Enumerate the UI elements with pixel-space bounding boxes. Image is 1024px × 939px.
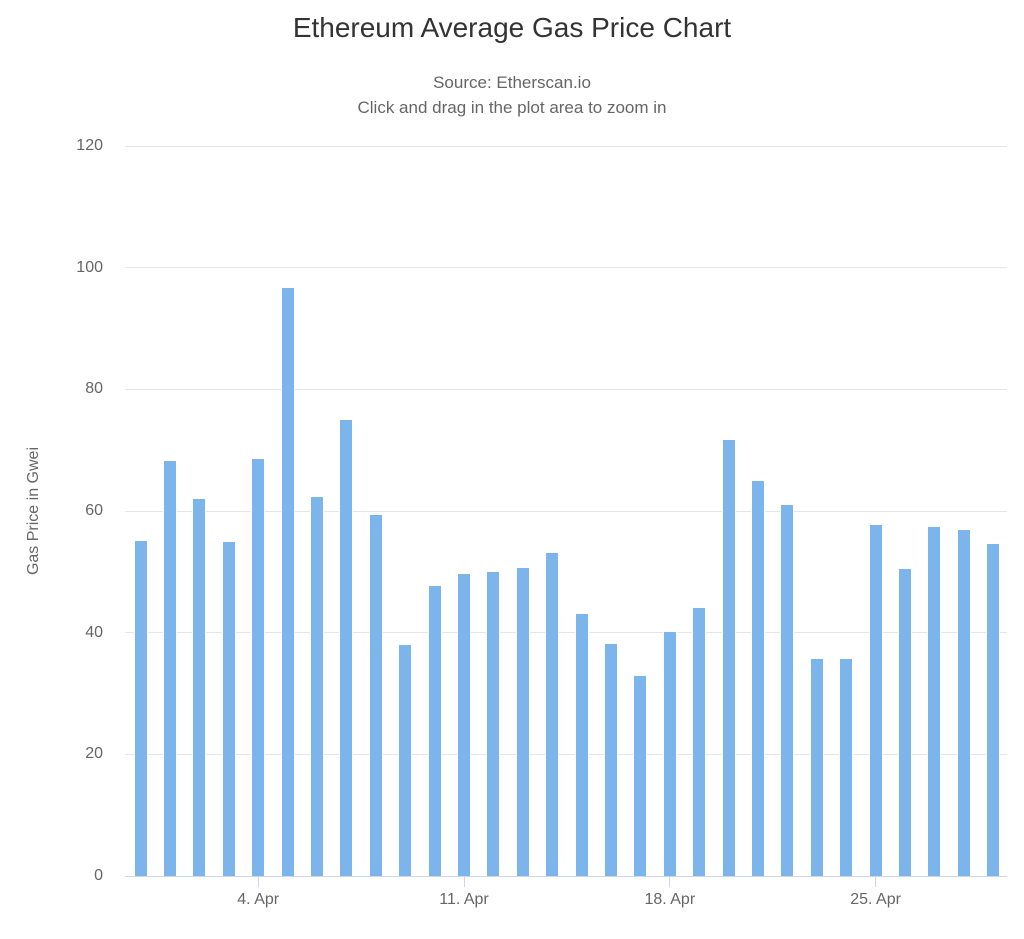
x-tick-label-11-apr: 11. Apr [439, 891, 489, 908]
grid-line-y100 [125, 267, 1007, 269]
bar-23-apr[interactable] [809, 657, 824, 876]
x-tick-4-apr [257, 877, 259, 887]
x-tick-18-apr [669, 877, 671, 887]
y-tick-label-0: 0 [94, 867, 103, 884]
bar-22-apr[interactable] [780, 503, 795, 876]
y-tick-label-60: 60 [85, 502, 103, 519]
bar-8-apr[interactable] [368, 514, 383, 876]
bar-3-apr[interactable] [221, 541, 236, 876]
x-axis-line [125, 876, 1007, 877]
x-tick-11-apr [463, 877, 465, 887]
bar-27-apr[interactable] [927, 526, 942, 876]
bar-21-apr[interactable] [751, 479, 765, 876]
bar-17-apr[interactable] [633, 675, 648, 876]
bar-25-apr[interactable] [868, 523, 883, 876]
bar-29-apr[interactable] [986, 543, 1001, 876]
x-tick-25-apr [875, 877, 877, 887]
bar-20-apr[interactable] [721, 439, 736, 876]
chart-title: Ethereum Average Gas Price Chart [292, 12, 732, 43]
bar-14-apr[interactable] [545, 551, 560, 876]
bar-5-apr[interactable] [280, 287, 295, 876]
bar-11-apr[interactable] [457, 573, 471, 876]
grid-line-y20 [125, 753, 1007, 755]
bar-10-apr[interactable] [427, 585, 442, 876]
y-tick-label-40: 40 [85, 623, 103, 641]
bar-28-apr[interactable] [956, 529, 971, 876]
bar-26-apr[interactable] [898, 568, 912, 876]
y-tick-label-20: 20 [85, 745, 103, 763]
bar-9-apr[interactable] [398, 644, 413, 876]
x-tick-label-25-apr: 25. Apr [850, 891, 901, 908]
chart-subtitle-source: Source: Etherscan.io [433, 73, 591, 92]
x-tick-label-4-apr: 4. Apr [237, 891, 280, 908]
bar-2-apr[interactable] [192, 497, 207, 876]
grid-line-y120 [125, 145, 1007, 147]
grid-line-y60 [125, 510, 1007, 512]
x-tick-label-18-apr: 18. Apr [644, 891, 696, 908]
y-tick-label-80: 80 [85, 380, 103, 398]
bar-7-apr[interactable] [339, 418, 354, 876]
bar-13-apr[interactable] [515, 566, 530, 876]
bar-4-apr[interactable] [251, 458, 266, 876]
bar-1-apr[interactable] [163, 459, 177, 876]
y-tick-label-100: 100 [76, 258, 103, 276]
bar-31-mar[interactable] [133, 540, 148, 876]
bar-6-apr[interactable] [310, 496, 324, 876]
plot-area[interactable] [125, 145, 1007, 876]
grid-line-y40 [125, 632, 1007, 634]
bar-16-apr[interactable] [604, 643, 618, 876]
grid-line-y80 [125, 388, 1007, 390]
y-tick-label-120: 120 [76, 137, 103, 154]
chart-subtitle-hint: Click and drag in the plot area to zoom … [357, 98, 667, 117]
bar-18-apr[interactable] [662, 631, 677, 876]
bar-19-apr[interactable] [692, 606, 707, 876]
bar-24-apr[interactable] [839, 657, 854, 876]
bar-12-apr[interactable] [486, 571, 501, 876]
bar-15-apr[interactable] [574, 613, 589, 876]
